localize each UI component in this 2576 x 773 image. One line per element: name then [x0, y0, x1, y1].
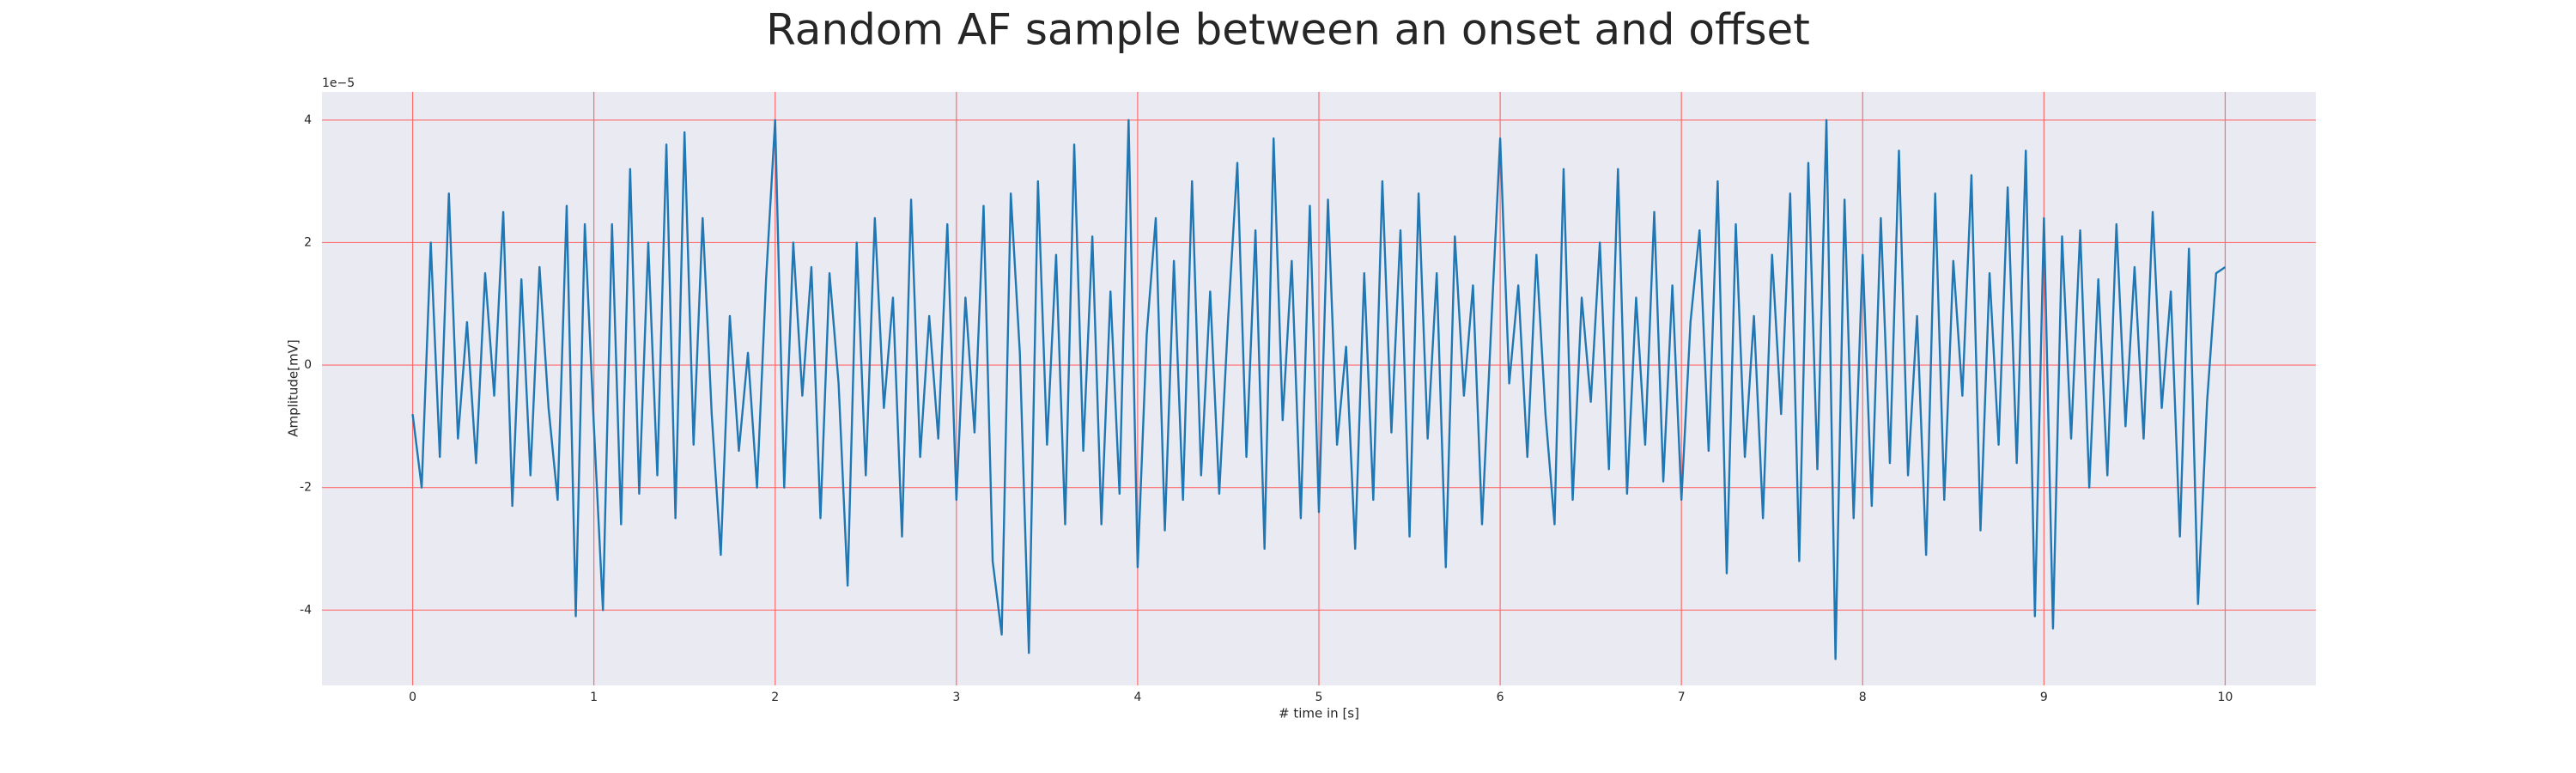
y-tick-label: -4	[300, 603, 312, 617]
x-tick-label: 9	[2040, 691, 2048, 704]
x-tick-label: 4	[1133, 691, 1141, 704]
x-tick-label: 10	[2218, 691, 2233, 704]
y-tick-label: 0	[304, 358, 312, 372]
x-tick-label: 7	[1678, 691, 1686, 704]
x-tick-label: 5	[1315, 691, 1323, 704]
x-tick-label: 3	[952, 691, 960, 704]
y-axis-label: Amplitude[mV]	[286, 339, 301, 436]
y-tick-label: 4	[304, 113, 312, 127]
x-tick-label: 6	[1497, 691, 1504, 704]
chart-title: Random AF sample between an onset and of…	[766, 5, 1810, 55]
x-axis-label: # time in [s]	[1279, 706, 1359, 721]
line	[411, 119, 2227, 660]
x-tick-label: 2	[771, 691, 779, 704]
y-tick-label: 2	[304, 235, 312, 249]
x-tick-label: 1	[590, 691, 598, 704]
y-tick-label: -2	[300, 481, 312, 495]
y-offset-label: 1e−5	[322, 76, 355, 90]
x-tick-label: 0	[409, 691, 416, 704]
x-tick-label: 8	[1859, 691, 1867, 704]
